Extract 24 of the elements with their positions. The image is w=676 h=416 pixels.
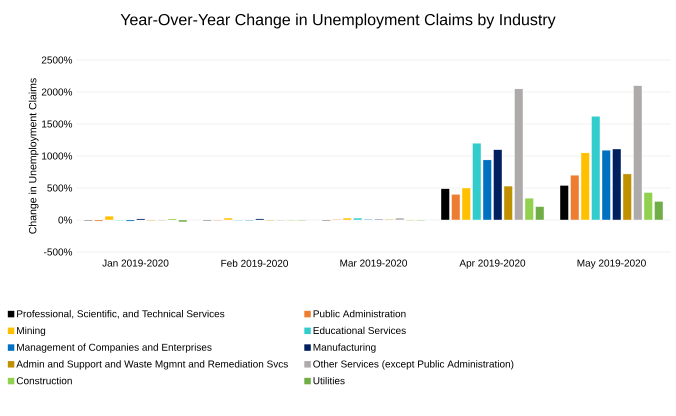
- x-tick-label: Mar 2019-2020: [340, 260, 408, 267]
- y-tick-label: 1500%: [42, 120, 72, 128]
- legend-label: Admin and Support and Waste Mgmnt and Remediation Svcs: [16, 360, 288, 370]
- y-tick-label: 2500%: [42, 56, 72, 64]
- legend-label: Construction: [16, 376, 72, 384]
- x-tick-label: Feb 2019-2020: [221, 260, 288, 267]
- x-tick-label: Jan 2019-2020: [102, 260, 168, 267]
- legend-label: Educational Services: [314, 326, 406, 334]
- legend-label: Utilities: [314, 376, 345, 384]
- legend-label: Professional, Scientific, and Technical Services: [17, 310, 224, 318]
- chart-title: Year-Over-Year Change in Unemployment Claims by Industry: [120, 14, 556, 28]
- y-tick-label: -500%: [44, 248, 72, 256]
- legend-label: Mining: [17, 326, 46, 336]
- y-tick-label: 1000%: [42, 152, 72, 160]
- legend-label: Management of Companies and Enterprises: [17, 343, 212, 353]
- legend-label: Other Services (except Public Administration): [313, 360, 514, 370]
- legend-label: Public Administration: [314, 310, 406, 318]
- y-axis-title: Change in Unemployment Claims: [28, 78, 38, 234]
- legend-label: Manufacturing: [314, 343, 376, 353]
- y-tick-label: 2000%: [42, 88, 72, 96]
- y-tick-label: 0%: [58, 216, 72, 224]
- y-tick-label: 500%: [47, 184, 72, 192]
- x-tick-label: Apr 2019-2020: [459, 260, 526, 269]
- x-tick-label: May 2019-2020: [578, 260, 646, 269]
